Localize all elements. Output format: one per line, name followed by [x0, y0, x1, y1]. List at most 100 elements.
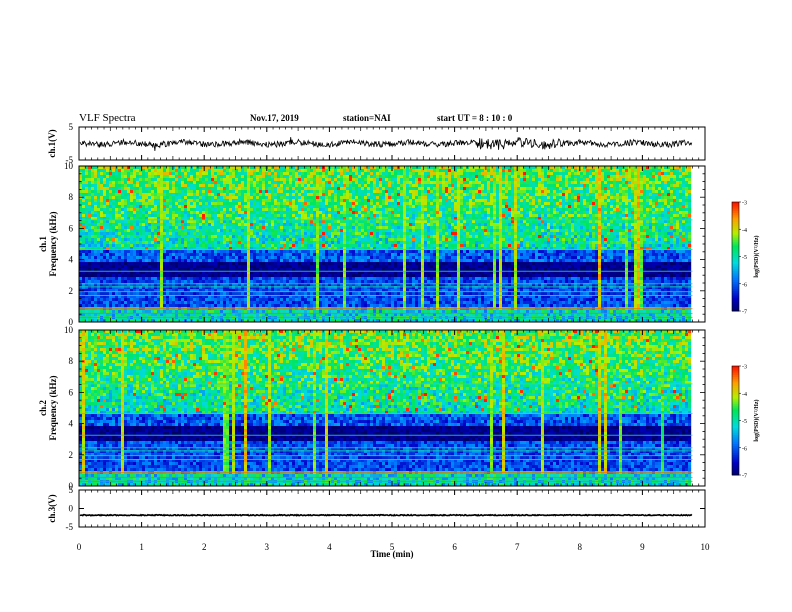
ch1-spectrogram-cell: [346, 262, 350, 266]
ch1-spectrogram-cell: [112, 223, 116, 227]
ch1-spectrogram-cell: [184, 175, 188, 179]
ch1-spectrogram-cell: [169, 202, 173, 206]
ch1-spectrogram-cell: [331, 298, 335, 302]
ch1-spectrogram-cell: [304, 265, 308, 269]
ch1-spectrogram-cell: [115, 247, 119, 251]
ch1-spectrogram-cell: [217, 238, 221, 242]
ch1-spectrogram-cell: [190, 205, 194, 209]
ch1-spectrogram-cell: [166, 256, 170, 260]
ch1-spectrogram-cell: [130, 301, 134, 305]
ch1-spectrogram-cell: [154, 223, 158, 227]
ch1-spectrogram-cell: [292, 190, 296, 194]
ch1-spectrogram-cell: [298, 319, 302, 323]
ch1-spectrogram-cell: [85, 277, 89, 281]
ch1-spectrogram-cell: [85, 181, 89, 185]
ch1-spectrogram-cell: [184, 259, 188, 263]
ch1-spectrogram-cell: [268, 289, 272, 293]
ch1-spectrogram-cell: [127, 265, 131, 269]
ch1-spectrogram-cell: [253, 253, 257, 257]
ch1-spectrogram-cell: [352, 238, 356, 242]
ch1-spectrogram-cell: [163, 196, 167, 200]
ch1-spectrogram-cell: [91, 172, 95, 176]
ch1-spectrogram-cell: [352, 205, 356, 209]
ch1-spectrogram-cell: [127, 298, 131, 302]
ch1-spectrogram-cell: [202, 259, 206, 263]
ch1-spectrogram-cell: [169, 253, 173, 257]
ch1-spectrogram-cell: [238, 178, 242, 182]
ch1-spectrogram-cell: [259, 175, 263, 179]
ch1-spectrogram-cell: [256, 238, 260, 242]
ch1-spectrogram-cell: [271, 169, 275, 173]
ch1-spectrogram-cell: [316, 238, 320, 242]
ch1-spectrogram-cell: [136, 319, 140, 323]
ch1-spectrogram-cell: [181, 280, 185, 284]
ch1-spectrogram-cell: [196, 184, 200, 188]
ch1-spectrogram-cell: [211, 253, 215, 257]
ch1-spectrogram-cell: [256, 226, 260, 230]
ch1-spectrogram-cell: [337, 298, 341, 302]
ch1-spectrogram-cell: [250, 268, 254, 272]
ch1-spectrogram-cell: [124, 208, 128, 212]
ch1-spectrogram-cell: [94, 298, 98, 302]
ch1-spectrogram-cell: [172, 259, 176, 263]
ch1-spectrogram-cell: [109, 196, 113, 200]
ch1-spectrogram-cell: [97, 292, 101, 296]
ch1-spectrogram-cell: [223, 310, 227, 314]
ch1-spectrogram-cell: [253, 184, 257, 188]
ch1-spectrogram-cell: [166, 253, 170, 257]
ch1-spectrogram-cell: [247, 226, 251, 230]
ch1-spectrogram-cell: [277, 289, 281, 293]
ch1-spectrogram-cell: [157, 232, 161, 236]
ch1-spectrogram-cell: [196, 313, 200, 317]
ch1-spectrogram-cell: [322, 298, 326, 302]
ch1-spectrogram-cell: [313, 319, 317, 323]
ch1-spectrogram-cell: [196, 229, 200, 233]
ch1-spectrogram-cell: [283, 223, 287, 227]
ch1-spectrogram-cell: [100, 298, 104, 302]
ch1-spectrogram-cell: [343, 256, 347, 260]
ch1-spectrogram-cell: [283, 268, 287, 272]
ch1-spectrogram-cell: [166, 199, 170, 203]
ch1-spectrogram-cell: [292, 232, 296, 236]
ch1-spectrogram-cell: [232, 196, 236, 200]
ch1-spectrogram-cell: [295, 184, 299, 188]
ch1-spectrogram-cell: [97, 211, 101, 215]
ch1-spectrogram-cell: [97, 283, 101, 287]
ch1-spectrogram-cell: [271, 193, 275, 197]
ch1-spectrogram-cell: [259, 220, 263, 224]
ch1-spectrogram-cell: [331, 238, 335, 242]
ch1-spectrogram-cell: [172, 250, 176, 254]
ch1-spectrogram-cell: [304, 238, 308, 242]
ch1-spectrogram-cell: [262, 232, 266, 236]
ch1-spectrogram-cell: [331, 301, 335, 305]
ch1-spectrogram-cell: [166, 211, 170, 215]
ch1-spectrogram-cell: [301, 181, 305, 185]
ch1-spectrogram-cell: [94, 196, 98, 200]
ch1-spectrogram-cell: [124, 253, 128, 257]
ch1-spectrogram-cell: [109, 295, 113, 299]
ch1-spectrogram-cell: [148, 172, 152, 176]
ch1-spectrogram-cell: [106, 262, 110, 266]
ch1-spectrogram-cell: [211, 208, 215, 212]
ch1-spectrogram-cell: [91, 259, 95, 263]
ch1-spectrogram-cell: [310, 319, 314, 323]
ch1-spectrogram-cell: [307, 319, 311, 323]
ch1-spectrogram-cell: [286, 232, 290, 236]
ch1-spectrogram-cell: [166, 247, 170, 251]
ch1-spectrogram-cell: [88, 319, 92, 323]
ch1-spectrogram-cell: [319, 199, 323, 203]
ch1-spectrogram-cell: [298, 223, 302, 227]
ch1-spectrogram-cell: [283, 166, 287, 170]
ch1-spectrogram-cell: [235, 217, 239, 221]
ch1-spectrogram-cell: [178, 178, 182, 182]
ch1-spectrogram-cell: [232, 241, 236, 245]
ch1-spectrogram-cell: [304, 301, 308, 305]
ch1-spectrogram-cell: [232, 298, 236, 302]
ch1-spectrogram-cell: [115, 313, 119, 317]
ch1-spectrogram-cell: [235, 286, 239, 290]
ch1-spectrogram-cell: [304, 241, 308, 245]
ch1-spectrogram-cell: [172, 232, 176, 236]
ch1-spectrogram-cell: [202, 298, 206, 302]
ch1-spectrogram-cell: [106, 205, 110, 209]
ch1-spectrogram-cell: [145, 271, 149, 275]
